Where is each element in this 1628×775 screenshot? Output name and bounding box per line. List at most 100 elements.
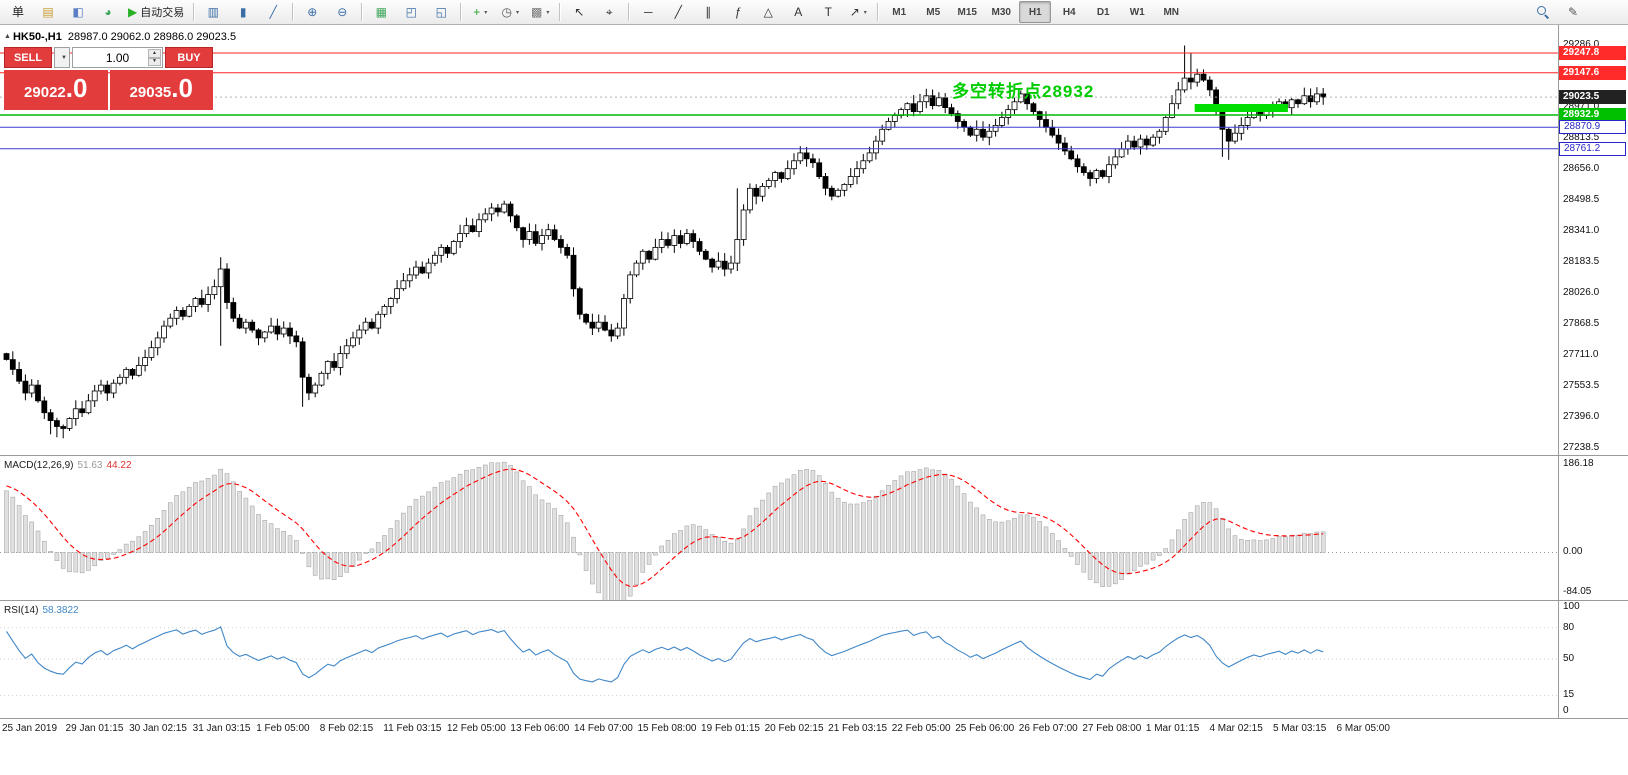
bar-chart-button[interactable]: ▥ xyxy=(207,5,219,19)
rsi-axis-tick: 80 xyxy=(1563,621,1575,633)
macd-axis[interactable]: 186.18 0.00 -84.05 xyxy=(1558,456,1628,600)
candlestick-chart-button[interactable]: ▮ xyxy=(239,5,247,19)
indicators-button[interactable]: + ▾ xyxy=(473,5,488,19)
buy-price-display[interactable]: 29035.0 xyxy=(109,70,213,110)
toolbar-separator xyxy=(193,3,195,21)
one-click-trading-panel: SELL ▼ 1.00 ▲ ▼ BUY 29022.0 29035.0 xyxy=(4,47,213,110)
shapes-button[interactable]: △ xyxy=(763,5,773,19)
time-axis[interactable]: 25 Jan 2019 29 Jan 01:15 30 Jan 02:15 31 Ja… xyxy=(0,719,1628,739)
cursor-button[interactable]: ↖ xyxy=(574,5,585,19)
toolbar-separator xyxy=(628,3,630,21)
periods-button[interactable]: ◷ ▾ xyxy=(501,5,519,19)
navigator-icon[interactable]: ◕ xyxy=(104,5,112,19)
horizontal-line-button[interactable]: ─ xyxy=(643,5,653,19)
symbol-period-label: HK50-,H1 xyxy=(12,31,62,43)
trade-options-dropdown[interactable]: ▼ xyxy=(54,47,70,68)
time-axis-label: 20 Feb 02:15 xyxy=(764,723,824,734)
line-chart-button[interactable]: ╱ xyxy=(269,5,277,19)
rsi-axis[interactable]: 100 80 50 15 0 xyxy=(1558,601,1628,718)
sell-button[interactable]: SELL xyxy=(4,47,52,68)
pivot-annotation: 多空转折点28932 xyxy=(952,82,1095,101)
price-axis-tick: 28183.5 xyxy=(1563,256,1600,268)
macd-axis-tick: -84.05 xyxy=(1563,586,1592,598)
trendline-button[interactable]: ╱ xyxy=(674,5,682,19)
timeframe-h1-button[interactable]: H1 xyxy=(1019,1,1052,23)
rsi-axis-tick: 15 xyxy=(1563,689,1575,701)
time-axis-label: 25 Jan 2019 xyxy=(2,723,58,734)
rsi-canvas[interactable] xyxy=(0,601,1558,719)
search-button[interactable] xyxy=(1529,1,1557,23)
price-axis-tick: 29286.0 xyxy=(1563,39,1600,51)
tile-windows-button[interactable]: ▦ xyxy=(375,5,387,19)
chart-symbol-info: ▲ HK50-,H1 28987.0 29062.0 28986.0 29023.5 xyxy=(4,31,236,43)
macd-title: MACD(12,26,9) 51.63 44.22 xyxy=(4,460,132,471)
time-axis-label: 4 Mar 02:15 xyxy=(1209,723,1263,734)
price-level-tag: 29023.5 xyxy=(1559,90,1626,105)
arrange-windows-button[interactable]: ◱ xyxy=(435,5,447,19)
time-axis-label: 5 Mar 03:15 xyxy=(1273,723,1327,734)
toolbar-separator xyxy=(292,3,294,21)
time-axis-label: 22 Feb 05:00 xyxy=(891,723,951,734)
price-axis-tick: 27868.5 xyxy=(1563,318,1600,330)
timeframe-m30-button[interactable]: M30 xyxy=(991,6,1011,18)
text-button[interactable]: A xyxy=(794,5,803,19)
lot-decrease-button[interactable]: ▼ xyxy=(148,57,161,66)
price-level-tag: 28932.9 xyxy=(1559,107,1626,122)
zoom-out-button[interactable]: ⊖ xyxy=(337,5,348,19)
timeframe-m1-button[interactable]: M1 xyxy=(892,6,907,18)
price-axis-tick: 28498.5 xyxy=(1563,194,1600,206)
macd-panel: MACD(12,26,9) 51.63 44.22 186.18 0.00 -84.05 xyxy=(0,456,1628,601)
toolbar-separator xyxy=(460,3,462,21)
arrows-button[interactable]: ↗ ▾ xyxy=(849,5,867,19)
rsi-title: RSI(14) 58.3822 xyxy=(4,605,79,616)
timeframe-mn-button[interactable]: MN xyxy=(1163,6,1180,18)
time-axis-label: 31 Jan 03:15 xyxy=(192,723,251,734)
new-order-button[interactable]: 单 xyxy=(11,5,24,19)
price-axis-tick: 27553.5 xyxy=(1563,380,1600,392)
price-axis[interactable]: 29286.029128.528971.028813.528656.028498… xyxy=(1558,25,1628,455)
lot-steppers: ▲ ▼ xyxy=(148,49,161,66)
price-axis-tick: 27396.0 xyxy=(1563,411,1600,423)
price-level-tag: 29247.8 xyxy=(1559,45,1626,60)
timeframe-h4-button[interactable]: H4 xyxy=(1062,6,1076,18)
sell-price-display[interactable]: 29022.0 xyxy=(4,70,108,110)
time-axis-label: 30 Jan 02:15 xyxy=(129,723,187,734)
price-axis-tick: 27711.0 xyxy=(1563,349,1599,361)
time-axis-label: 8 Feb 02:15 xyxy=(319,723,374,734)
quick-edit-button[interactable]: ✎ xyxy=(1567,5,1579,19)
main-toolbar: 单 ▤ ◧ ◕ ▶ 自动交易 ▥ ▮ ╱ ⊕ ⊖ ▦ ◰ ◱ + ▾ ◷ ▾ ▩ ▾ ↖ ⌖ ─ ╱ ∥ ƒ △ A T ↗ ▾ M1 M5 M1… xyxy=(0,0,1628,25)
timeframe-d1-button[interactable]: D1 xyxy=(1096,6,1110,18)
timeframe-m5-button[interactable]: M5 xyxy=(926,6,941,18)
time-axis-label: 11 Feb 03:15 xyxy=(383,723,442,734)
time-axis-label: 19 Feb 01:15 xyxy=(701,723,760,734)
data-window-icon[interactable]: ◧ xyxy=(72,5,84,19)
autotrading-button[interactable]: ▶ 自动交易 xyxy=(128,5,185,19)
ohlc-values: 28987.0 29062.0 28986.0 29023.5 xyxy=(67,31,237,43)
equidistant-channel-button[interactable]: ∥ xyxy=(705,5,712,19)
rsi-axis-tick: 50 xyxy=(1563,653,1575,664)
price-level-tag: 29147.6 xyxy=(1559,65,1626,80)
macd-canvas[interactable] xyxy=(0,456,1558,601)
price-axis-tick: 28341.0 xyxy=(1563,225,1600,237)
fibonacci-button[interactable]: ƒ xyxy=(734,5,742,19)
zoom-in-button[interactable]: ⊕ xyxy=(307,5,318,19)
toolbar-separator xyxy=(559,3,561,21)
time-axis-label: 12 Feb 05:00 xyxy=(446,723,506,734)
rsi-axis-tick: 100 xyxy=(1563,601,1580,612)
lot-increase-button[interactable]: ▲ xyxy=(148,49,161,58)
cascade-windows-button[interactable]: ◰ xyxy=(405,5,417,19)
timeframe-w1-button[interactable]: W1 xyxy=(1129,6,1145,18)
main-chart-canvas[interactable] xyxy=(0,25,1558,456)
lot-size-field[interactable]: 1.00 ▲ ▼ xyxy=(72,47,163,68)
price-axis-tick: 27238.5 xyxy=(1563,442,1600,454)
buy-button[interactable]: BUY xyxy=(165,47,213,68)
window-background xyxy=(0,739,1628,775)
templates-button[interactable]: ▩ ▾ xyxy=(531,5,550,19)
collapse-arrow-icon: ▲ xyxy=(4,33,11,40)
text-label-button[interactable]: T xyxy=(824,5,832,19)
market-watch-icon[interactable]: ▤ xyxy=(42,5,54,19)
timeframe-m15-button[interactable]: M15 xyxy=(957,6,977,18)
magnifier-icon xyxy=(1537,6,1549,18)
time-axis-label: 14 Feb 07:00 xyxy=(573,723,633,734)
crosshair-button[interactable]: ⌖ xyxy=(605,5,613,19)
